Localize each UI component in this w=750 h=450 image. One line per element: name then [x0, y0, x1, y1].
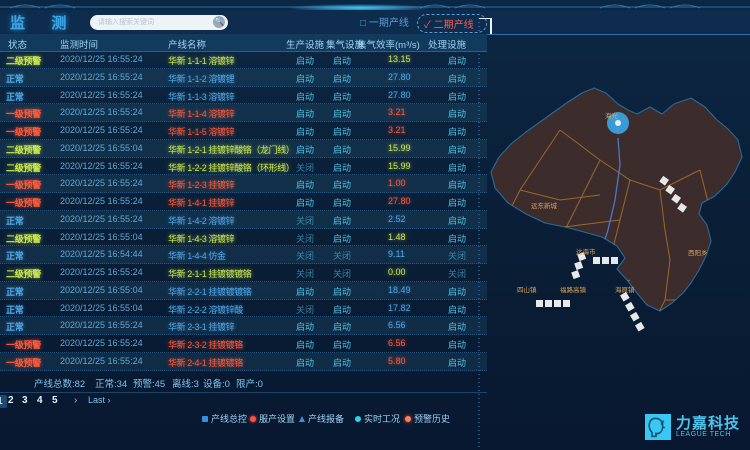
svg-text:达海市: 达海市 [576, 247, 596, 256]
svg-text:四山镇: 四山镇 [517, 285, 537, 294]
svg-text:福路高镇: 福路高镇 [560, 285, 587, 294]
svg-text:远东新城: 远东新城 [531, 201, 558, 210]
svg-text:西阳乡: 西阳乡 [688, 248, 708, 257]
svg-text:海原镇: 海原镇 [615, 285, 635, 294]
svg-text:海光: 海光 [605, 111, 619, 120]
